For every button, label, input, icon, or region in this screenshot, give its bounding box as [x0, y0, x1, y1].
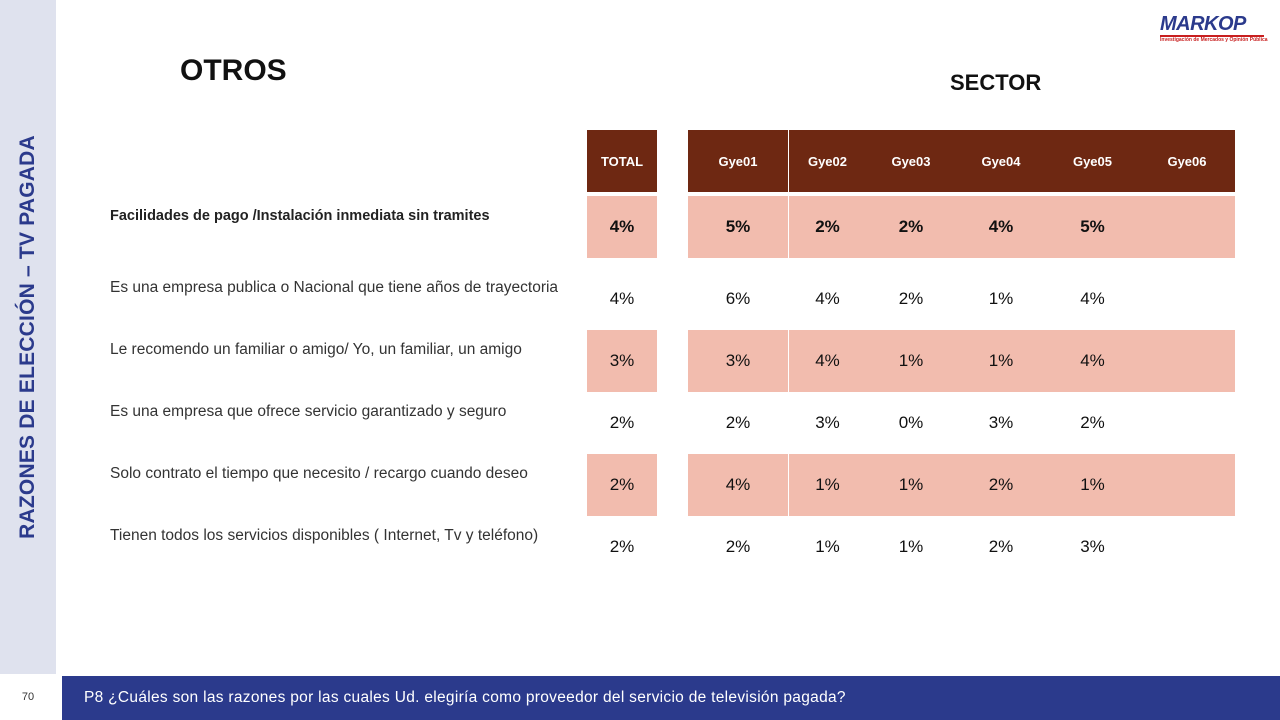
table-cell: 3% — [815, 413, 840, 432]
column-header-gye04: Gye04 — [956, 130, 1046, 192]
table-cell: 3% — [587, 330, 657, 392]
table-cell: 1% — [815, 537, 840, 556]
row-label: Tienen todos los servicios disponibles (… — [110, 527, 539, 544]
table-cell: 1% — [1046, 454, 1139, 516]
question-text: P8 ¿Cuáles son las razones por las cuale… — [84, 689, 846, 706]
row-label: Es una empresa publica o Nacional que ti… — [110, 279, 559, 296]
table-cell: 4% — [609, 289, 635, 308]
table-cell — [1139, 392, 1235, 454]
table-cell: 3% — [688, 330, 788, 392]
table-cell: 2% — [725, 413, 751, 432]
table-cell: 5% — [1046, 196, 1139, 258]
table-cell: 6% — [725, 289, 751, 308]
logo-name: MARKOP — [1160, 13, 1246, 35]
column-header-gye05: Gye05 — [1046, 130, 1139, 192]
column-header-gye02: Gye02 — [789, 130, 866, 192]
table-cell: 1% — [898, 537, 924, 556]
column-header-gye03: Gye03 — [866, 130, 956, 192]
table-cell: 2% — [866, 196, 956, 258]
table-cell — [1139, 516, 1235, 578]
table-cell: 1% — [789, 454, 866, 516]
table-cell: 2% — [1080, 413, 1105, 432]
row-label: Facilidades de pago /Instalación inmedia… — [110, 208, 490, 224]
table-cell — [1139, 330, 1235, 392]
markop-logo: MARKOP Investigación de Mercados y Opini… — [1160, 14, 1268, 46]
row-label: Le recomendo un familiar o amigo/ Yo, un… — [110, 341, 522, 358]
table-cell: 2% — [789, 196, 866, 258]
table-cell: 3% — [988, 413, 1014, 432]
table-cell: 2% — [609, 413, 635, 432]
table-cell: 4% — [815, 289, 840, 308]
table-cell: 2% — [609, 537, 635, 556]
column-header-gye06: Gye06 — [1139, 130, 1235, 192]
question-footer: P8 ¿Cuáles son las razones por las cuale… — [62, 676, 1280, 720]
column-header-total: TOTAL — [587, 130, 657, 192]
table-cell: 1% — [988, 289, 1014, 308]
table-cell — [1139, 196, 1235, 258]
row-label: Solo contrato el tiempo que necesito / r… — [110, 465, 528, 482]
table-cell: 4% — [956, 196, 1046, 258]
table-cell — [1139, 454, 1235, 516]
table-cell: 1% — [956, 330, 1046, 392]
column-header-gye01: Gye01 — [688, 130, 788, 192]
table-cell: 4% — [1046, 330, 1139, 392]
table-cell: 5% — [688, 196, 788, 258]
logo-tagline: Investigación de Mercados y Opinión Públ… — [1160, 37, 1268, 43]
page-number: 70 — [21, 691, 35, 703]
table-cell: 1% — [866, 330, 956, 392]
table-cell: 2% — [587, 454, 657, 516]
table-cell: 4% — [587, 196, 657, 258]
sidebar: RAZONES DE ELECCIÓN – TV PAGADA — [0, 0, 56, 674]
row-label: Es una empresa que ofrece servicio garan… — [110, 403, 507, 420]
table-cell: 2% — [956, 454, 1046, 516]
table-cell: 2% — [988, 537, 1014, 556]
table-cell: 1% — [866, 454, 956, 516]
table-cell: 0% — [898, 413, 924, 432]
table-cell: 4% — [688, 454, 788, 516]
table-cell: 2% — [725, 537, 751, 556]
table-cell — [1139, 268, 1235, 330]
table-cell: 3% — [1080, 537, 1105, 556]
sector-title: SECTOR — [950, 70, 1042, 95]
logo-underline — [1160, 35, 1264, 37]
table-cell: 4% — [1080, 289, 1105, 308]
sidebar-title: RAZONES DE ELECCIÓN – TV PAGADA — [16, 135, 39, 539]
table-cell: 4% — [789, 330, 866, 392]
table-cell: 2% — [898, 289, 924, 308]
page-title: OTROS — [180, 54, 287, 87]
